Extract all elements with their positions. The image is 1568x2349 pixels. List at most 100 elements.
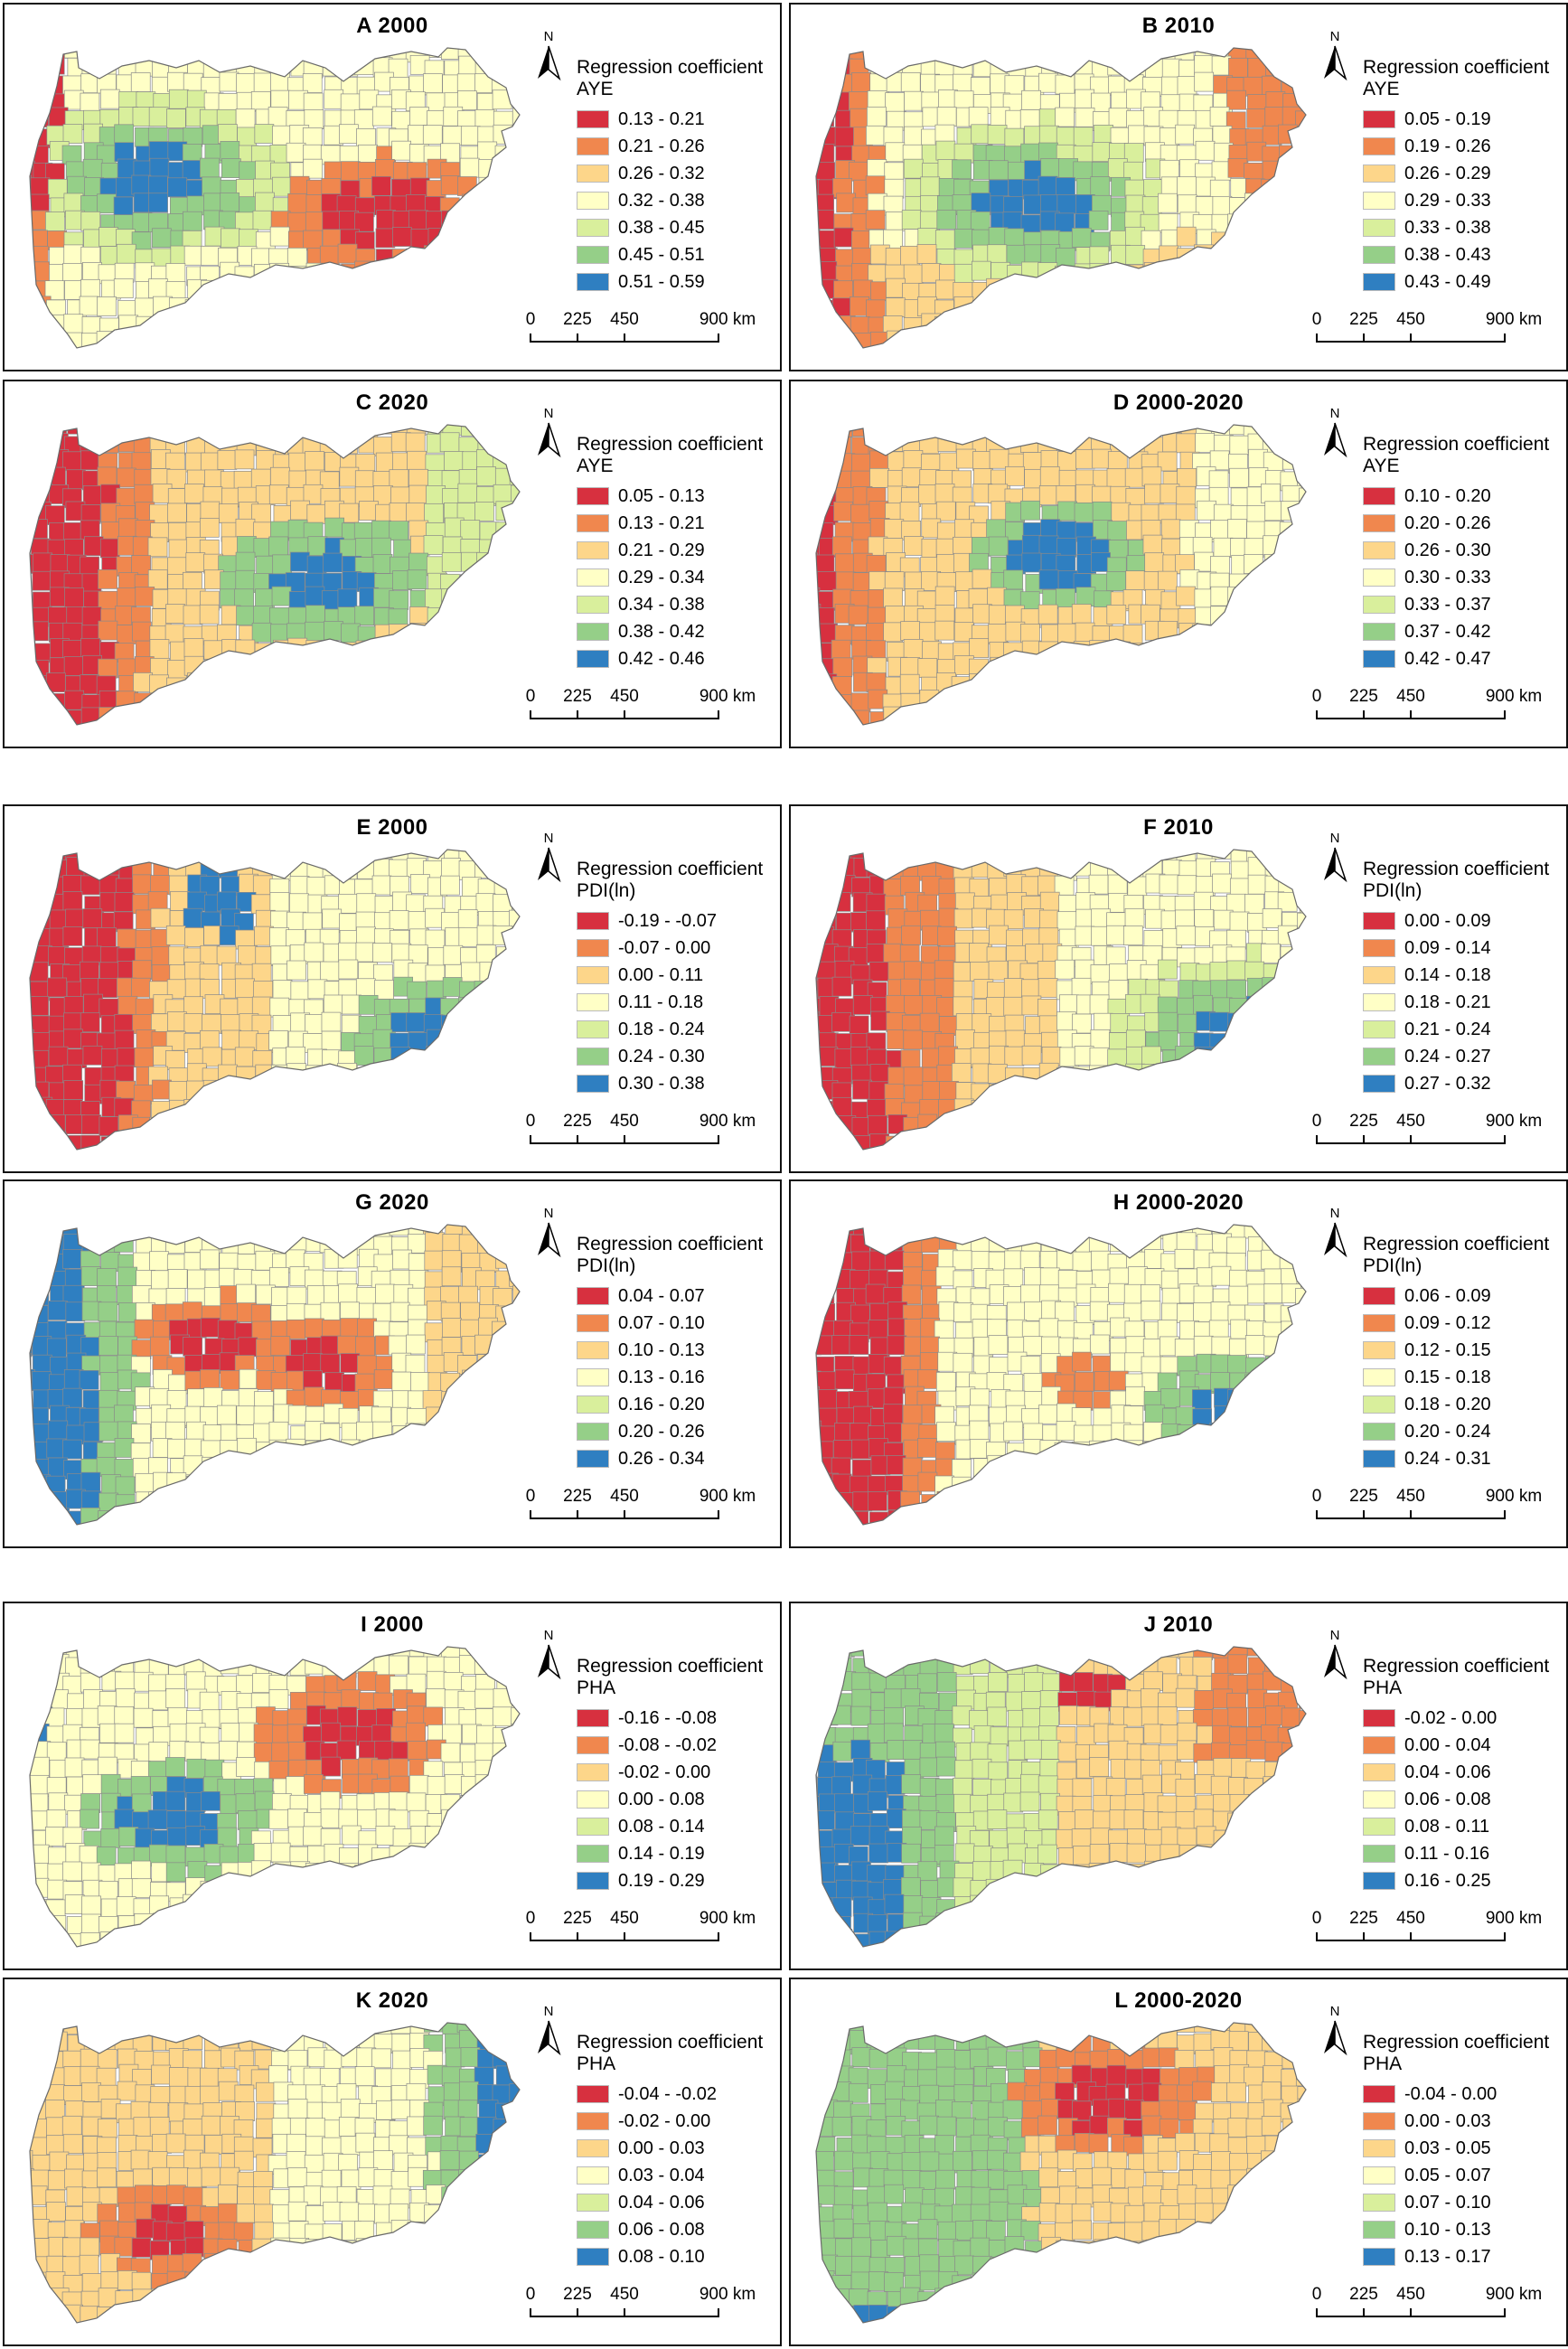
legend-class-label: -0.04 - -0.02: [618, 2083, 717, 2104]
legend-class: 0.20 - 0.26: [1363, 510, 1566, 537]
legend-class: 0.30 - 0.38: [577, 1070, 780, 1097]
legend-variable: PHA: [1363, 2053, 1403, 2074]
svg-text:N: N: [544, 831, 554, 846]
legend-class-label: 0.30 - 0.38: [618, 1073, 705, 1094]
legend-class-label: 0.38 - 0.45: [618, 217, 705, 238]
north-arrow-icon: N: [538, 2004, 561, 2056]
legend-class-label: 0.13 - 0.17: [1404, 2246, 1491, 2267]
legend-class: 0.00 - 0.04: [1363, 1732, 1566, 1759]
legend-swatch: [577, 568, 609, 587]
north-arrow-icon: N: [1324, 2004, 1347, 2056]
map-legend: Regression coefficient PHA -0.04 - 0.00 0.0…: [1363, 2032, 1566, 2270]
legend-class-label: 0.24 - 0.30: [618, 1046, 705, 1066]
scale-tick: [624, 1510, 625, 1519]
legend-class: 0.21 - 0.29: [577, 537, 780, 564]
legend-swatch: [1363, 993, 1395, 1011]
legend-swatch: [1363, 1287, 1395, 1305]
scale-tick: [1504, 710, 1506, 719]
legend-swatch: [1363, 2221, 1395, 2239]
scale-label: 450: [610, 1487, 639, 1506]
legend-class: 0.13 - 0.21: [577, 106, 780, 133]
north-arrow-icon: N: [1324, 831, 1347, 883]
legend-swatch: [577, 1395, 609, 1414]
legend-class: 0.26 - 0.29: [1363, 160, 1566, 187]
legend-class-label: 0.30 - 0.33: [1404, 567, 1491, 587]
legend-class: -0.02 - 0.00: [1363, 1705, 1566, 1732]
legend-class: 0.26 - 0.32: [577, 160, 780, 187]
legend-swatch: [577, 2166, 609, 2185]
legend-swatch: [1363, 1790, 1395, 1809]
legend-class: 0.00 - 0.03: [1363, 2108, 1566, 2135]
scale-tick: [718, 2308, 719, 2317]
map-legend: Regression coefficient PDI(ln) -0.19 - -0.…: [577, 859, 780, 1097]
legend-class: -0.04 - -0.02: [577, 2081, 780, 2108]
panel-title: F 2010: [1143, 815, 1214, 840]
scale-label: 450: [1396, 687, 1425, 706]
scale-tick: [530, 334, 531, 343]
legend-swatch: [1363, 487, 1395, 505]
legend-class-label: 0.16 - 0.20: [618, 1394, 705, 1414]
legend-class-label: 0.06 - 0.08: [1404, 1789, 1491, 1809]
legend-variable: PDI(ln): [1363, 1255, 1422, 1276]
legend-class-label: 0.27 - 0.32: [1404, 1073, 1491, 1094]
legend-swatch: [577, 650, 609, 668]
legend-swatch: [1363, 1368, 1395, 1386]
legend-class: 0.07 - 0.10: [577, 1310, 780, 1337]
legend-swatch: [1363, 2194, 1395, 2212]
legend-class: 0.18 - 0.20: [1363, 1391, 1566, 1418]
legend-class-label: 0.00 - 0.09: [1404, 910, 1491, 931]
legend-class-label: 0.13 - 0.16: [618, 1367, 705, 1387]
legend-class-label: 0.05 - 0.07: [1404, 2165, 1491, 2185]
legend-swatch: [1363, 1314, 1395, 1332]
legend-variable: PHA: [577, 1677, 616, 1698]
scale-label: 225: [563, 310, 592, 329]
legend-class-label: 0.03 - 0.04: [618, 2165, 705, 2185]
legend-swatch: [1363, 1341, 1395, 1359]
legend-title: Regression coefficient: [1363, 57, 1550, 78]
legend-class-label: 0.08 - 0.10: [618, 2246, 705, 2267]
scale-label: 225: [1349, 2285, 1378, 2304]
legend-swatch: [1363, 514, 1395, 532]
legend-swatch: [577, 1048, 609, 1066]
north-arrow-icon: N: [1324, 1206, 1347, 1258]
scale-tick: [577, 2308, 578, 2317]
legend-class-label: 0.13 - 0.21: [618, 108, 705, 129]
legend-swatch: [1363, 650, 1395, 668]
legend-class-label: 0.29 - 0.33: [1404, 190, 1491, 211]
choropleth-map: [29, 849, 521, 1151]
svg-text:N: N: [1330, 406, 1340, 421]
legend-class-label: -0.02 - 0.00: [618, 1762, 711, 1782]
scale-bar: 0 225 450 900 km: [1301, 1909, 1566, 1956]
legend-swatch: [1363, 1845, 1395, 1863]
scale-label: 900 km: [699, 1909, 756, 1928]
scale-tick: [624, 2308, 625, 2317]
north-arrow-icon: N: [1324, 29, 1347, 81]
scale-bar: 0 225 450 900 km: [515, 310, 780, 357]
scale-label: 225: [1349, 1909, 1378, 1928]
scale-tick: [530, 1510, 531, 1519]
legend-class: 0.38 - 0.45: [577, 214, 780, 241]
legend-class: 0.13 - 0.16: [577, 1364, 780, 1391]
legend-class-label: 0.10 - 0.13: [1404, 2219, 1491, 2240]
scale-tick: [530, 2308, 531, 2317]
legend-class-label: 0.21 - 0.29: [618, 540, 705, 560]
legend-class: 0.42 - 0.46: [577, 645, 780, 672]
legend-swatch: [1363, 2166, 1395, 2185]
scale-bar: 0 225 450 900 km: [1301, 1112, 1566, 1159]
legend-class: 0.37 - 0.42: [1363, 618, 1566, 645]
scale-tick: [1410, 710, 1412, 719]
legend-swatch: [577, 110, 609, 128]
legend-class-label: 0.42 - 0.47: [1404, 648, 1491, 669]
scale-bar: 0 225 450 900 km: [1301, 687, 1566, 734]
legend-swatch: [577, 2194, 609, 2212]
choropleth-map: [815, 2022, 1307, 2324]
map-legend: Regression coefficient AYE 0.10 - 0.20 0.20…: [1363, 434, 1566, 672]
legend-swatch: [577, 2112, 609, 2130]
legend-title: Regression coefficient: [1363, 2032, 1550, 2053]
legend-class: 0.09 - 0.12: [1363, 1310, 1566, 1337]
map-legend: Regression coefficient AYE 0.05 - 0.13 0.13…: [577, 434, 780, 672]
legend-class-label: 0.20 - 0.26: [1404, 512, 1491, 533]
legend-class-label: 0.45 - 0.51: [618, 244, 705, 265]
legend-title: Regression coefficient: [577, 2032, 764, 2053]
legend-class: 0.11 - 0.16: [1363, 1840, 1566, 1867]
